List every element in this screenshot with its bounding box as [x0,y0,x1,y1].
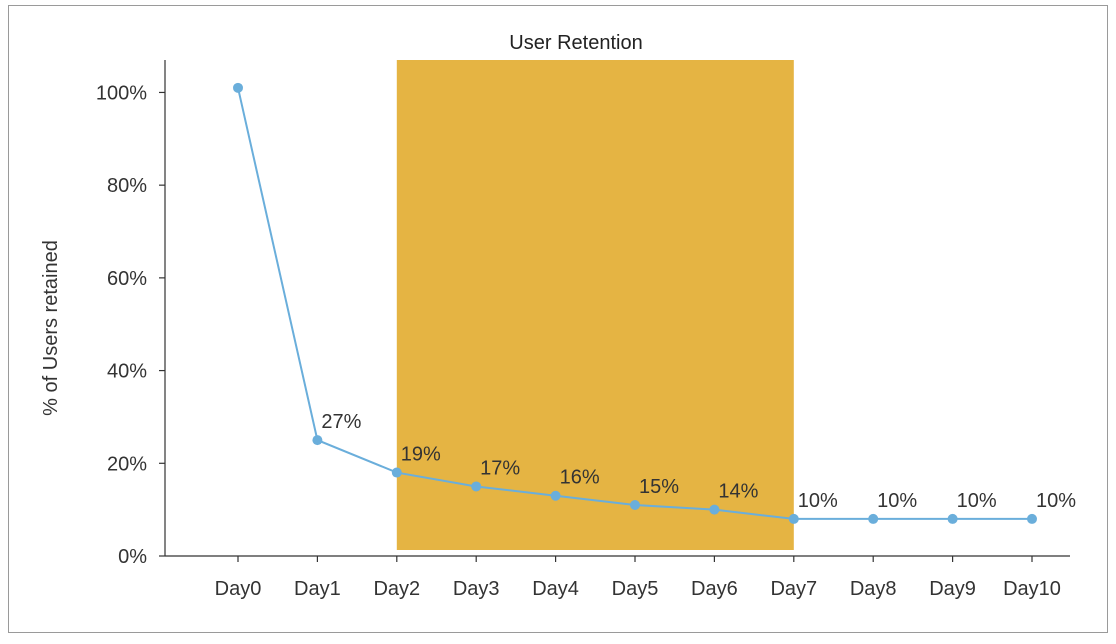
data-label: 10% [1036,490,1076,512]
data-point [471,481,482,492]
data-point [788,513,799,524]
data-point [1027,513,1037,524]
data-label: 27% [321,411,361,433]
highlight-region [396,60,794,550]
x-tick-label: Day2 [373,578,420,600]
y-tick-label: 0% [118,546,147,568]
y-tick-label: 40% [107,361,147,383]
x-tick-label: Day1 [294,578,341,600]
data-point [312,435,323,446]
y-axis-label: % of Users retained [40,240,62,416]
x-tick-label: Day8 [850,578,897,600]
data-point [709,504,720,515]
x-tick-label: Day9 [929,578,976,600]
data-label: 17% [480,457,520,479]
x-tick-label: Day7 [770,578,817,600]
data-label: 19% [401,444,441,466]
data-point [868,513,879,524]
data-point [630,500,640,511]
data-label: 10% [877,490,917,512]
data-label: 10% [957,490,997,512]
x-tick-label: Day6 [691,578,738,600]
data-label: 15% [639,476,679,498]
x-tick-label: Day4 [532,578,579,600]
x-tick-label: Day5 [612,578,659,600]
chart-title: User Retention [509,32,642,54]
y-tick-label: 20% [107,453,147,475]
data-label: 16% [560,467,600,489]
data-point [391,467,402,478]
x-tick-label: Day0 [215,578,262,600]
y-tick-label: 80% [107,175,147,197]
data-point [947,513,958,524]
data-label: 14% [718,481,758,503]
x-tick-label: Day10 [1003,578,1061,600]
data-label: 10% [798,490,838,512]
y-tick-label: 60% [107,268,147,290]
y-tick-label: 100% [96,82,147,104]
data-point [233,82,243,93]
x-tick-label: Day3 [453,578,500,600]
data-point [550,490,561,501]
